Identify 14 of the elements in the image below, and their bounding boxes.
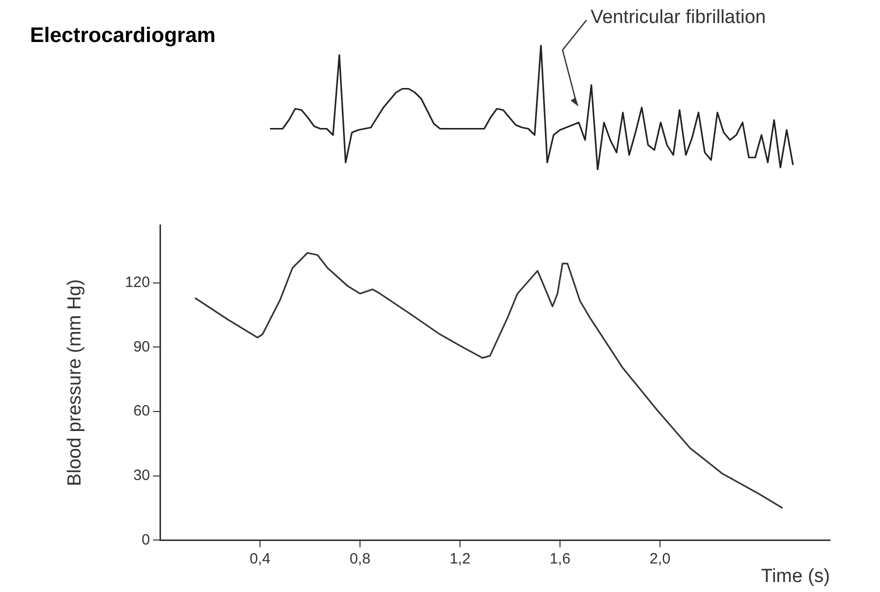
x-axis-title: Time (s) [761,566,830,587]
x-tick-label: 0,8 [350,550,370,568]
x-tick-label: 1,6 [550,550,570,568]
x-tick-label: 1,2 [450,550,470,568]
y-tick-label: 30 [133,467,150,484]
y-tick-label: 60 [133,402,150,420]
y-axis-title: Blood pressure (mm Hg) [64,279,86,486]
y-tick-label: 0 [142,531,150,548]
y-tick-label: 90 [133,338,150,356]
text: Ventricular fibrillation [590,7,766,28]
y-tick-label: 120 [124,274,150,292]
chart-title: Electrocardiogram [30,24,216,47]
x-tick-label: 0,4 [250,550,270,568]
x-tick-label: 2,0 [650,550,670,568]
